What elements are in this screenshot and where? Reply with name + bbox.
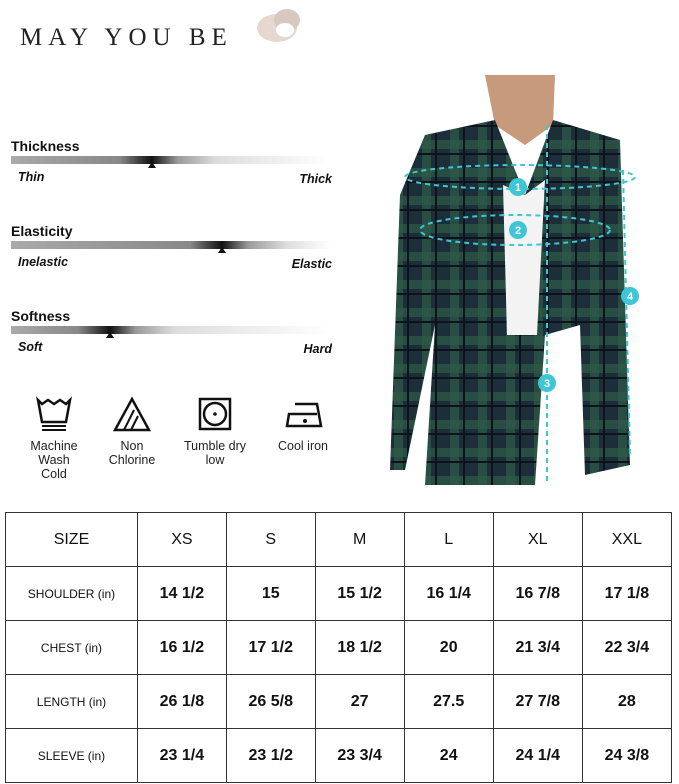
value-cell: 24 3/8 <box>581 728 673 783</box>
header-cell: L <box>403 512 494 567</box>
measure-marker-circle <box>509 221 527 239</box>
scale-low-label: Thin <box>18 170 45 184</box>
header-cell: XL <box>492 512 583 567</box>
table-row: SHOULDER (in) 14 1/2 15 15 1/2 16 1/4 16 7/8 1… <box>5 566 673 621</box>
row-label: CHEST (in) <box>5 620 138 675</box>
value-cell: 26 1/8 <box>136 674 227 729</box>
level-marker-icon <box>218 247 227 253</box>
measure-marker-circle <box>509 178 527 196</box>
scale-high-label: Elastic <box>291 257 332 271</box>
attribute-scale-bar <box>11 156 331 164</box>
scale-high-label: Hard <box>303 342 332 356</box>
value-cell: 23 1/4 <box>136 728 227 783</box>
level-marker-icon <box>147 162 156 168</box>
table-row: SLEEVE (in) 23 1/4 23 1/2 23 3/4 24 24 1/4 24 … <box>5 728 673 783</box>
measure-marker-circle <box>621 287 639 305</box>
brand-logo-mark <box>257 9 300 42</box>
value-cell: 27.5 <box>403 674 494 729</box>
care-label: Non Chlorine <box>108 439 156 467</box>
scale-low-label: Inelastic <box>18 255 69 269</box>
care-label: Machine Wash Cold <box>30 439 78 481</box>
value-cell: 16 7/8 <box>492 566 583 621</box>
measure-marker-1: 1 <box>509 178 527 196</box>
attribute-scale-bar <box>11 241 331 249</box>
level-marker-icon <box>106 332 115 338</box>
non-chlorine-icon <box>112 396 152 432</box>
measure-marker-label: 1 <box>515 182 521 194</box>
size-chart-table: SIZE XS S M L XL XXL SHOULDER (in) 14 1/2 15 15 1/… <box>5 512 673 783</box>
measure-marker-3: 3 <box>538 374 556 392</box>
table-row: CHEST (in) 16 1/2 17 1/2 18 1/2 20 21 3/4 22 3… <box>5 620 673 675</box>
model-head <box>485 75 555 145</box>
cool-iron-icon <box>285 402 323 428</box>
table-header-row: SIZE XS S M L XL XXL <box>5 512 673 567</box>
care-label: Tumble dry low <box>183 439 247 467</box>
header-cell: XXL <box>581 512 673 567</box>
white-top <box>503 180 545 335</box>
row-label: SLEEVE (in) <box>5 728 138 783</box>
row-label: LENGTH (in) <box>5 674 138 729</box>
scale-low-label: Soft <box>18 340 43 354</box>
measure-marker-label: 3 <box>544 378 550 390</box>
value-cell: 16 1/4 <box>403 566 494 621</box>
table-row: LENGTH (in) 26 1/8 26 5/8 27 27.5 27 7/8 28 <box>5 674 673 729</box>
scale-high-label: Thick <box>299 172 332 186</box>
value-cell: 23 3/4 <box>314 728 405 783</box>
measure-marker-circle <box>538 374 556 392</box>
value-cell: 15 <box>225 566 316 621</box>
header-cell: S <box>225 512 316 567</box>
value-cell: 17 1/2 <box>225 620 316 675</box>
value-cell: 14 1/2 <box>136 566 227 621</box>
measure-marker-4: 4 <box>621 287 639 305</box>
care-label: Cool iron <box>277 439 329 453</box>
value-cell: 22 3/4 <box>581 620 673 675</box>
value-cell: 20 <box>403 620 494 675</box>
row-label: SHOULDER (in) <box>5 566 138 621</box>
value-cell: 27 7/8 <box>492 674 583 729</box>
value-cell: 15 1/2 <box>314 566 405 621</box>
value-cell: 24 <box>403 728 494 783</box>
measure-marker-2: 2 <box>509 221 527 239</box>
value-cell: 24 1/4 <box>492 728 583 783</box>
value-cell: 27 <box>314 674 405 729</box>
header-cell: M <box>314 512 405 567</box>
header-cell: SIZE <box>5 512 138 567</box>
value-cell: 16 1/2 <box>136 620 227 675</box>
attribute-title: Elasticity <box>11 223 73 239</box>
value-cell: 26 5/8 <box>225 674 316 729</box>
value-cell: 23 1/2 <box>225 728 316 783</box>
measure-marker-label: 2 <box>515 225 521 237</box>
value-cell: 28 <box>581 674 673 729</box>
product-photo: 1 2 3 4 <box>390 75 639 485</box>
attribute-title: Softness <box>11 308 71 324</box>
attribute-scale-bar <box>11 326 331 334</box>
brand-logo: MAY YOU BE <box>20 24 233 51</box>
header-cell: XS <box>136 512 227 567</box>
measure-marker-label: 4 <box>627 291 634 303</box>
value-cell: 21 3/4 <box>492 620 583 675</box>
value-cell: 18 1/2 <box>314 620 405 675</box>
value-cell: 17 1/8 <box>581 566 673 621</box>
machine-wash-cold-icon <box>36 396 72 431</box>
attribute-title: Thickness <box>11 138 80 154</box>
tumble-dry-low-icon <box>198 397 232 431</box>
